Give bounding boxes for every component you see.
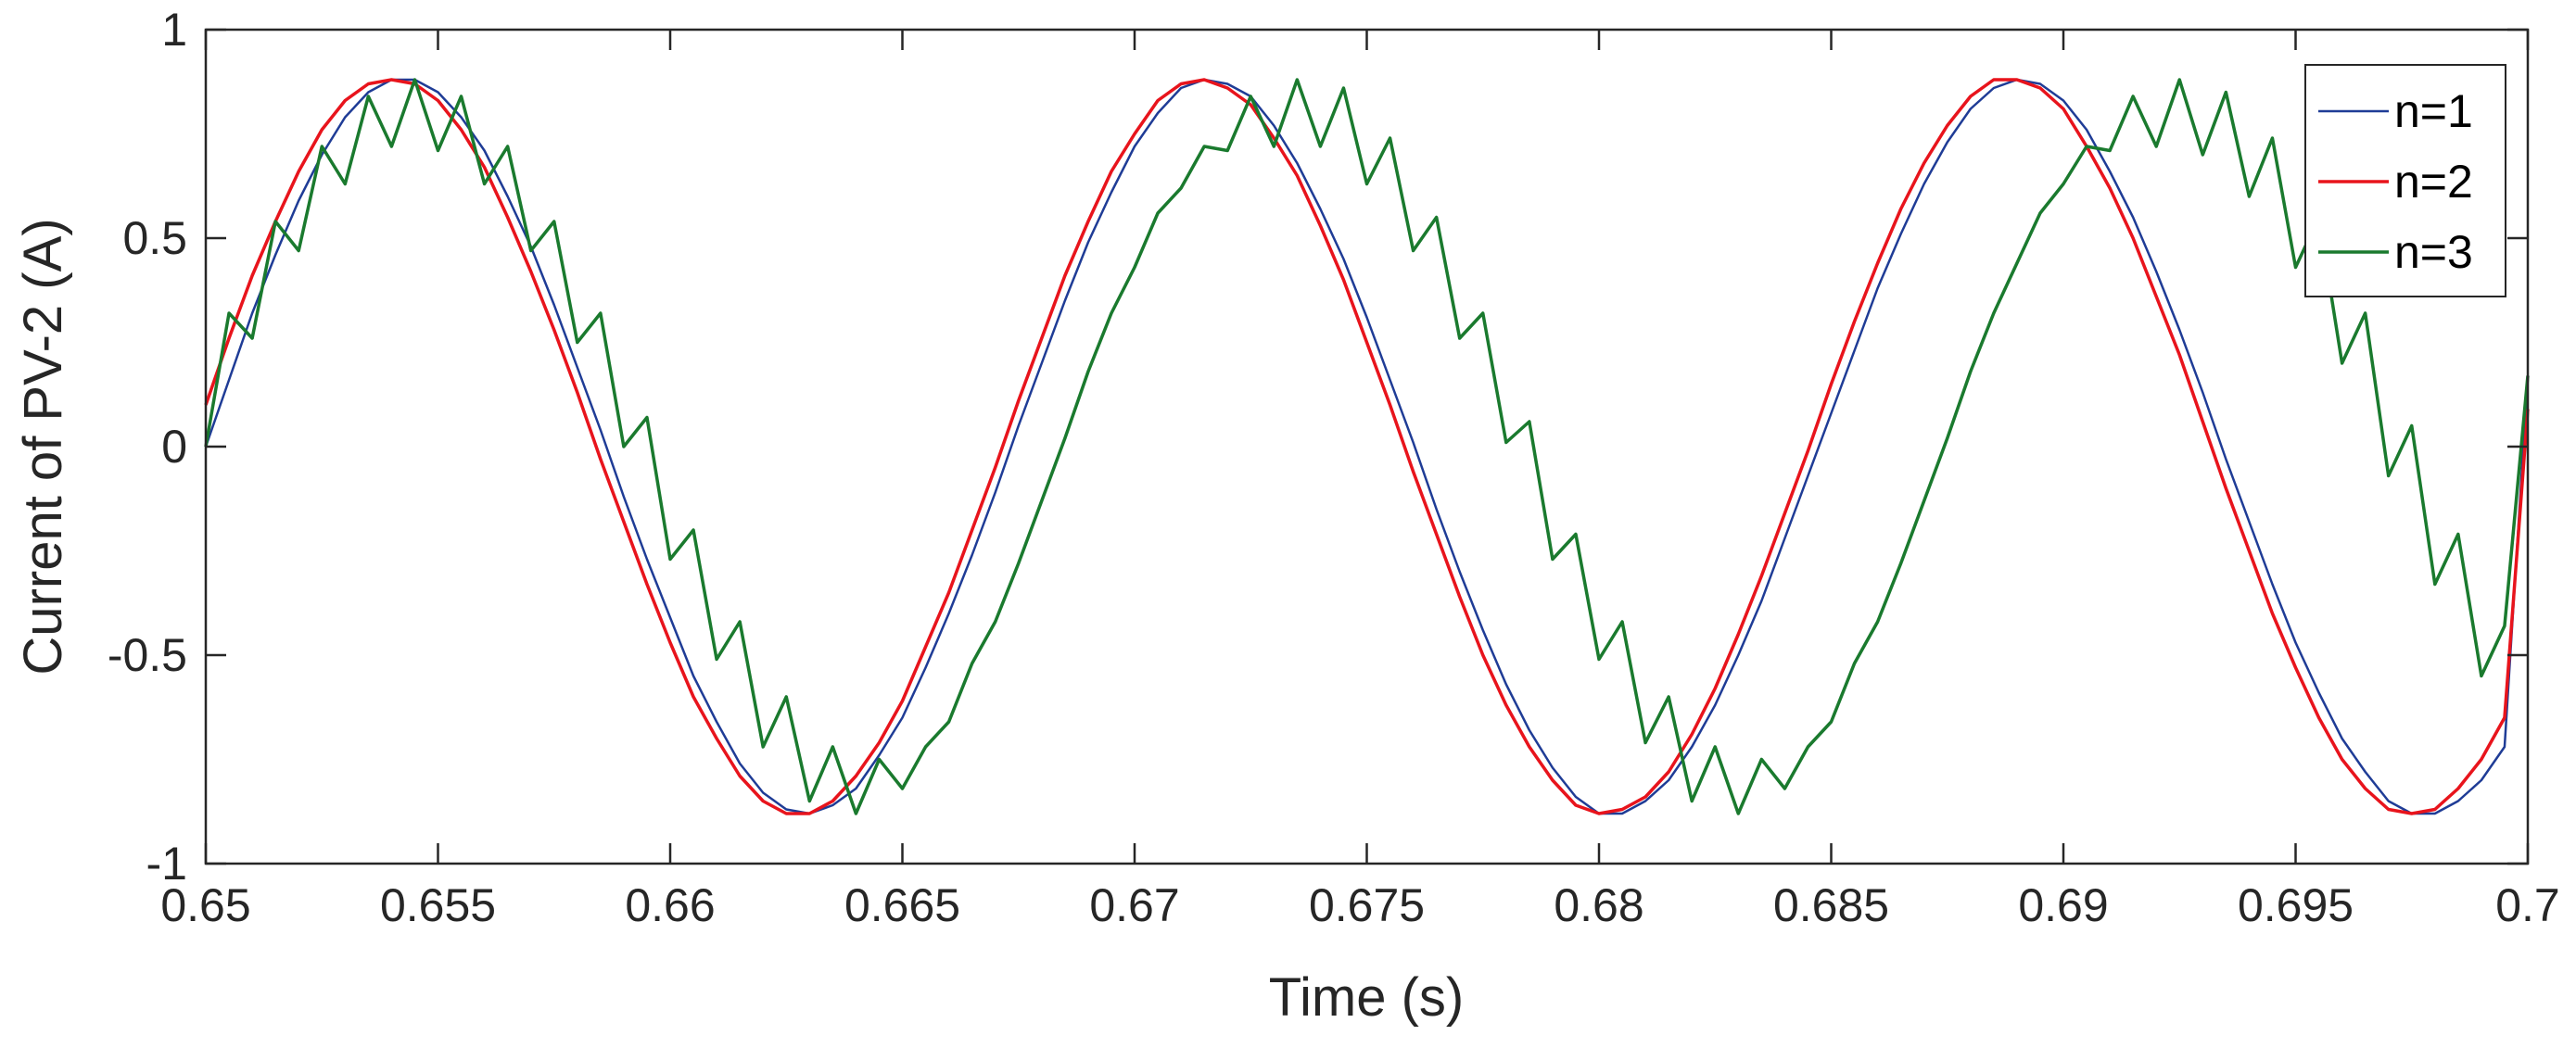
axis-ticks	[204, 28, 2530, 865]
x-tick-label: 0.68	[1554, 879, 1643, 931]
axis-tick-labels: 0.65 0.655 0.66 0.665 0.67 0.675 0.68 0.685 0.69…	[108, 4, 2560, 931]
x-tick-label: 0.66	[625, 879, 715, 931]
series-line-n-2	[204, 78, 2530, 815]
y-tick-label: -0.5	[108, 629, 187, 681]
x-tick-label: 0.69	[2018, 879, 2108, 931]
plot-lines	[204, 78, 2530, 815]
legend-label-n-3: n=3	[2394, 226, 2473, 278]
y-tick-label: 0.5	[122, 212, 187, 264]
x-tick-label: 0.665	[844, 879, 960, 931]
legend: n=1 n=2 n=3	[2304, 64, 2506, 297]
series-line-n-3	[204, 78, 2530, 815]
x-tick-label: 0.65	[160, 879, 250, 931]
series-line-n-1	[204, 78, 2530, 815]
x-tick-label: 0.67	[1089, 879, 1179, 931]
x-tick-label: 0.7	[2495, 879, 2560, 931]
legend-label-n-2: n=2	[2394, 156, 2473, 208]
x-tick-label: 0.675	[1309, 879, 1425, 931]
y-tick-label: 0	[161, 421, 187, 473]
x-tick-label: 0.685	[1773, 879, 1889, 931]
y-tick-label: -1	[146, 838, 187, 890]
y-tick-label: 1	[161, 4, 187, 56]
x-axis-label: Time (s)	[1269, 967, 1464, 1028]
y-axis-label: Current of PV-2 (A)	[13, 218, 73, 675]
x-tick-label: 0.695	[2238, 879, 2354, 931]
legend-label-n-1: n=1	[2394, 85, 2473, 137]
x-tick-label: 0.655	[380, 879, 496, 931]
